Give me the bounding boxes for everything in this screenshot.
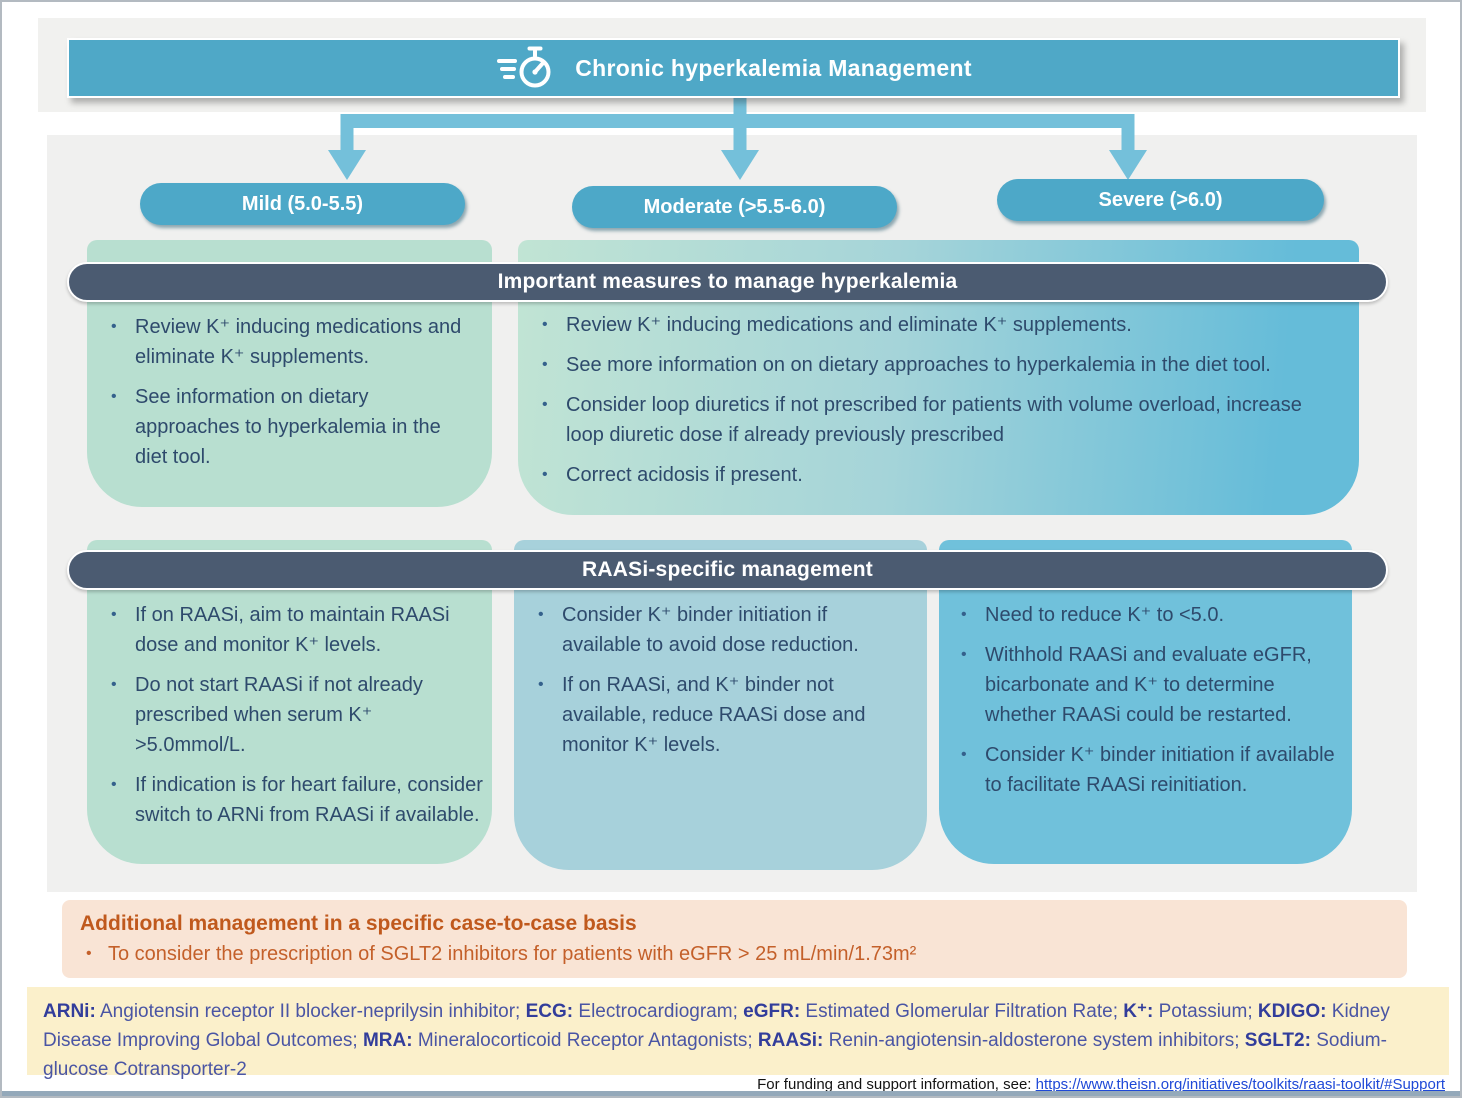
bullet-item: To consider the prescription of SGLT2 in… — [80, 940, 1387, 968]
abbreviation-text: Potassium; — [1153, 1001, 1258, 1022]
abbreviation-text: Angiotensin receptor II blocker-neprilys… — [95, 1001, 526, 1022]
branch-arrows — [328, 98, 1147, 180]
page-bottom-edge — [2, 1091, 1460, 1096]
bullet-item: Review K⁺ inducing medications and elimi… — [111, 312, 478, 372]
bullet-list: Review K⁺ inducing medications and elimi… — [111, 312, 478, 472]
bullet-list: Consider K⁺ binder initiation if availab… — [538, 600, 911, 760]
header: Chronic hyperkalemia Management — [67, 38, 1400, 98]
bullet-item: Withhold RAASi and evaluate eGFR, bicarb… — [961, 640, 1342, 730]
abbreviation-pair: eGFR: Estimated Glomerular Filtration Ra… — [743, 1001, 1123, 1022]
abbreviations-box: ARNi: Angiotensin receptor II blocker-ne… — [27, 987, 1449, 1080]
severity-pill-severe: Severe (>6.0) — [997, 179, 1324, 221]
abbreviation-pair: ECG: Electrocardiogram; — [526, 1001, 744, 1022]
bullet-item: Review K⁺ inducing medications and elimi… — [542, 310, 1333, 340]
abbreviation-text: Renin-angiotensin-aldosterone system inh… — [823, 1030, 1245, 1051]
abbreviation-text: Estimated Glomerular Filtration Rate; — [800, 1001, 1124, 1022]
severity-pill-moderate: Moderate (>5.5-6.0) — [572, 186, 897, 228]
measures-section-header: Important measures to manage hyperkalemi… — [67, 262, 1388, 302]
abbreviation-label: MRA: — [362, 1030, 413, 1051]
additional-management-box: Additional management in a specific case… — [62, 900, 1407, 978]
bullet-item: Need to reduce K⁺ to <5.0. — [961, 600, 1342, 630]
severity-pill-mild: Mild (5.0-5.5) — [140, 183, 465, 225]
bullet-item: If indication is for heart failure, cons… — [111, 770, 484, 830]
bullet-item: If on RAASi, aim to maintain RAASi dose … — [111, 600, 484, 660]
bullet-list: If on RAASi, aim to maintain RAASi dose … — [111, 600, 484, 830]
abbreviation-label: K⁺: — [1123, 1001, 1154, 1022]
bullet-item: Do not start RAASi if not already prescr… — [111, 670, 484, 760]
page-title: Chronic hyperkalemia Management — [575, 54, 972, 81]
stopwatch-icon — [497, 46, 551, 88]
abbreviation-pair: SGLT2: Sodium-glucose Cotransporter-2 — [43, 1030, 1387, 1080]
bullet-item: Consider K⁺ binder initiation if availab… — [961, 740, 1342, 800]
bullet-item: Correct acidosis if present. — [542, 460, 1333, 490]
abbreviation-pair: MRA: Mineralocorticoid Receptor Antagoni… — [363, 1030, 758, 1051]
raasi-section-header: RAASi-specific management — [67, 550, 1388, 590]
bullet-item: Consider K⁺ binder initiation if availab… — [538, 600, 911, 660]
abbreviation-pair: RAASi: Renin-angiotensin-aldosterone sys… — [758, 1030, 1245, 1051]
raasi-mild-box: If on RAASi, aim to maintain RAASi dose … — [87, 540, 492, 864]
abbreviation-text: Mineralocorticoid Receptor Antagonists; — [412, 1030, 758, 1051]
abbreviation-pair: ARNi: Angiotensin receptor II blocker-ne… — [43, 1001, 526, 1022]
abbreviation-text: Kidney Disease Improving Global Outcomes… — [43, 1001, 1390, 1051]
funding-footer: For funding and support information, see… — [757, 1076, 1445, 1093]
abbreviation-text: Sodium-glucose Cotransporter-2 — [43, 1030, 1387, 1080]
abbreviation-text: Electrocardiogram; — [573, 1001, 744, 1022]
additional-management-title: Additional management in a specific case… — [80, 912, 637, 935]
funding-link[interactable]: https://www.theisn.org/initiatives/toolk… — [1035, 1076, 1445, 1093]
bullet-item: Consider loop diuretics if not prescribe… — [542, 390, 1333, 450]
bullet-item: See information on dietary approaches to… — [111, 382, 478, 472]
bullet-item: See more information on on dietary appro… — [542, 350, 1333, 380]
abbreviation-label: ECG: — [525, 1001, 574, 1022]
bullet-item: If on RAASi, and K⁺ binder not available… — [538, 670, 911, 760]
bullet-list: Need to reduce K⁺ to <5.0. Withhold RAAS… — [961, 600, 1342, 800]
raasi-severe-box: Need to reduce K⁺ to <5.0. Withhold RAAS… — [939, 540, 1352, 864]
funding-text: For funding and support information, see… — [757, 1076, 1036, 1093]
abbreviation-label: KDIGO: — [1257, 1001, 1327, 1022]
bullet-list: Review K⁺ inducing medications and elimi… — [542, 310, 1333, 490]
abbreviation-pair: KDIGO: Kidney Disease Improving Global O… — [43, 1001, 1390, 1051]
abbreviation-label: ARNi: — [43, 1001, 96, 1022]
abbreviation-label: eGFR: — [743, 1001, 801, 1022]
raasi-moderate-box: Consider K⁺ binder initiation if availab… — [514, 540, 927, 870]
abbreviation-label: SGLT2: — [1244, 1030, 1311, 1051]
abbreviation-label: RAASi: — [757, 1030, 824, 1051]
abbreviation-pair: K⁺: Potassium; — [1123, 1001, 1258, 1022]
